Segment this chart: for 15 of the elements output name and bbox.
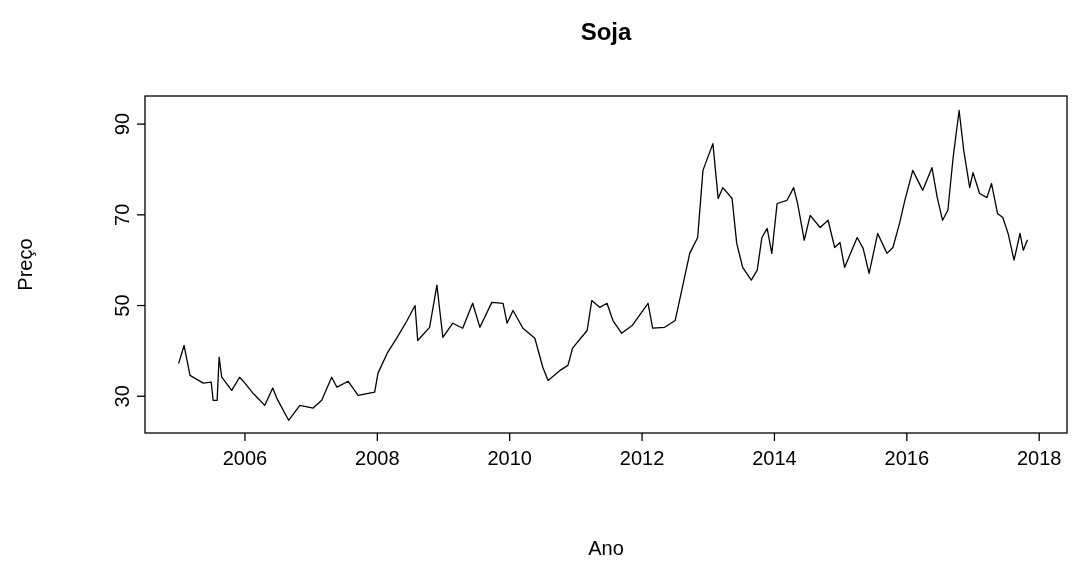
x-tick-label: 2010 <box>487 447 532 469</box>
chart-title: Soja <box>580 18 632 45</box>
y-axis-title: Preço <box>14 238 36 291</box>
y-tick-label: 50 <box>111 294 133 317</box>
line-series <box>178 109 1028 421</box>
x-axis-title: Ano <box>588 537 624 559</box>
x-tick-label: 2008 <box>355 447 400 469</box>
y-tick-label: 30 <box>111 385 133 408</box>
x-tick-label: 2014 <box>752 447 797 469</box>
y-tick-label: 70 <box>111 203 133 226</box>
y-tick-label: 90 <box>111 113 133 136</box>
x-tick-label: 2012 <box>619 447 665 469</box>
x-tick-label: 2018 <box>1016 447 1062 469</box>
x-tick-label: 2006 <box>222 447 268 469</box>
x-tick-label: 2016 <box>884 447 930 469</box>
